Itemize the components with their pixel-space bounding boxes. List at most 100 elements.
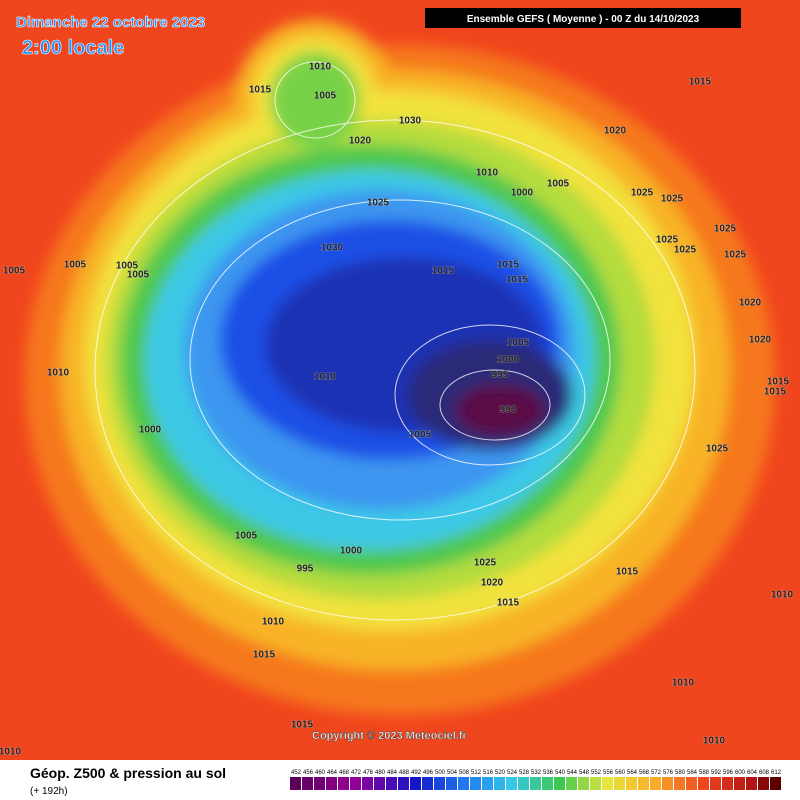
colorbar-cell (326, 777, 337, 790)
colorbar-cell (674, 777, 685, 790)
colorbar-label: 460 (315, 770, 326, 776)
colorbar-label: 588 (699, 770, 710, 776)
copyright: Copyright © 2023 Meteociel.fr (312, 730, 468, 742)
isobar-label: 1015 (249, 85, 272, 96)
isobar-label: 1015 (616, 567, 639, 578)
colorbar-label: 500 (435, 770, 446, 776)
isobar-label: 1005 (64, 260, 87, 271)
colorbar-cell (530, 777, 541, 790)
colorbar-label: 592 (711, 770, 722, 776)
colorbar-cell (614, 777, 625, 790)
isobar-label: 990 (500, 405, 517, 416)
isobar-label: 1005 (507, 338, 530, 349)
isobar-label: 1015 (253, 650, 276, 661)
colorbar-label: 596 (723, 770, 734, 776)
colorbar-label: 604 (747, 770, 758, 776)
isobar-label: 1005 (409, 430, 432, 441)
colorbar-label: 476 (363, 770, 374, 776)
colorbar-label: 456 (303, 770, 314, 776)
isobar-label: 1025 (656, 235, 679, 246)
colorbar-label: 504 (447, 770, 458, 776)
isobar-label: 1010 (476, 168, 499, 179)
isobar-label: 1020 (604, 126, 627, 137)
isobar-label: 1010 (703, 736, 726, 747)
local-time: 2:00 locale (22, 37, 124, 59)
colorbar-label: 580 (675, 770, 686, 776)
colorbar-label: 472 (351, 770, 362, 776)
colorbar-label: 584 (687, 770, 698, 776)
colorbar-cell (686, 777, 697, 790)
isobar-label: 1010 (309, 62, 332, 73)
isobar-label: 1025 (714, 224, 737, 235)
isobar-label: 1020 (739, 298, 762, 309)
colorbar-label: 512 (471, 770, 482, 776)
isobar-label: 1005 (314, 91, 337, 102)
isobar-label: 1010 (314, 372, 337, 383)
isobar-label: 1010 (47, 368, 70, 379)
colorbar-cell (434, 777, 445, 790)
colorbar-label: 540 (555, 770, 566, 776)
isobar-label: 1030 (321, 243, 344, 254)
colorbar-label: 560 (615, 770, 626, 776)
colorbar-label: 568 (639, 770, 650, 776)
colorbar-label: 572 (651, 770, 662, 776)
isobar-label: 1010 (672, 678, 695, 689)
model-info: Ensemble GEFS ( Moyenne ) - 00 Z du 14/1… (467, 14, 700, 25)
header-box (425, 8, 741, 28)
colorbar-cell (566, 777, 577, 790)
colorbar-cell (710, 777, 721, 790)
isobar-label: 1000 (511, 188, 534, 199)
isobar-label: 1005 (3, 266, 26, 277)
colorbar-cell (662, 777, 673, 790)
colorbar-cell (722, 777, 733, 790)
isobar-label: 1025 (661, 194, 684, 205)
colorbar-label: 532 (531, 770, 542, 776)
isobar-label: 1020 (481, 578, 504, 589)
isobar-label: 1000 (497, 355, 520, 366)
isobar-label: 1010 (771, 590, 794, 601)
colorbar-cell (398, 777, 409, 790)
isobar-label: 1025 (631, 188, 654, 199)
isobar-label: 1015 (497, 260, 520, 271)
colorbar-label: 496 (423, 770, 434, 776)
colorbar-cell (554, 777, 565, 790)
field (0, 0, 800, 760)
colorbar-cell (302, 777, 313, 790)
isobar-labels: 1010 1005 1015 1030 1020 1015 1020 1010 1000 1005… (0, 61, 794, 758)
colorbar-cell (506, 777, 517, 790)
colorbar-label: 552 (591, 770, 602, 776)
colorbar-cell (338, 777, 349, 790)
colorbar-label: 576 (663, 770, 674, 776)
colorbar-label: 488 (399, 770, 410, 776)
isobar-label: 1015 (689, 77, 712, 88)
isobar-label: 1030 (399, 116, 422, 127)
colorbar-cell (650, 777, 661, 790)
colorbar-cell (518, 777, 529, 790)
isobar-label: 1015 (291, 720, 314, 731)
colorbar-cell (362, 777, 373, 790)
colorbar-label: 524 (507, 770, 518, 776)
isobar-label: 995 (492, 370, 509, 381)
colorbar-label: 516 (483, 770, 494, 776)
colorbar-cell (314, 777, 325, 790)
colorbar-cell (698, 777, 709, 790)
isobar-label: 1005 (547, 179, 570, 190)
colorbar-cell (638, 777, 649, 790)
colorbar-label: 544 (567, 770, 578, 776)
colorbar-cell (590, 777, 601, 790)
colorbar-label: 464 (327, 770, 338, 776)
isobar-label: 1015 (764, 387, 787, 398)
isobar-label: 995 (297, 564, 314, 575)
isobar-label: 1025 (724, 250, 747, 261)
colorbar-label: 528 (519, 770, 530, 776)
isobar-label: 1010 (262, 617, 285, 628)
colorbar-cell (458, 777, 469, 790)
isobar-label: 1005 (235, 531, 258, 542)
isobar-label: 1000 (139, 425, 162, 436)
colorbar-label: 468 (339, 770, 350, 776)
colorbar-label: 484 (387, 770, 398, 776)
isobar-label: 1015 (506, 275, 529, 286)
colorbar-label: 548 (579, 770, 590, 776)
isobar-label: 1005 (116, 261, 139, 272)
isobar-label: 1025 (367, 198, 390, 209)
